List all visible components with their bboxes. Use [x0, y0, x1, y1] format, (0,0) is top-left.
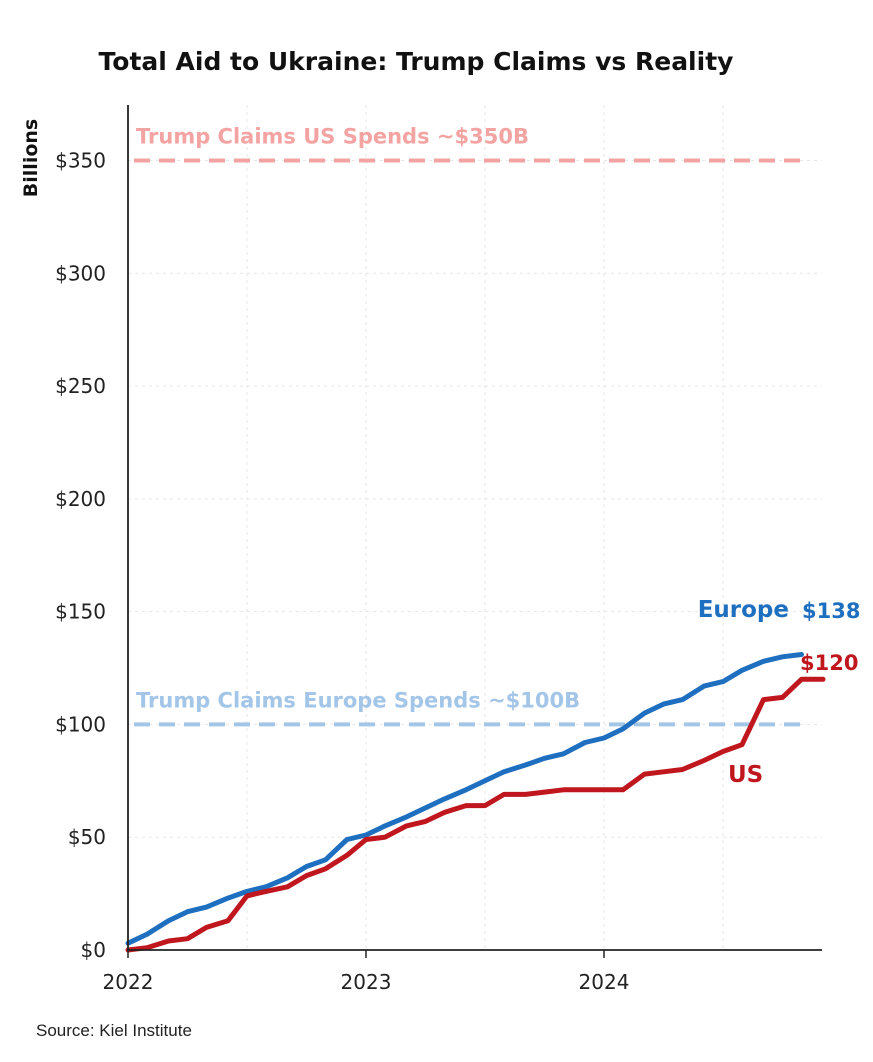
axes: $0 $50 $100 $150 $200 $250 $300 $350 2022 2023 202… [55, 105, 822, 994]
y-tick-label: $100 [55, 712, 106, 736]
series-label-us: US [728, 762, 763, 788]
x-tick-label: 2022 [103, 970, 154, 994]
y-tick-label: $50 [68, 825, 106, 849]
end-value-label-europe: $138 [802, 599, 860, 623]
chart-title: Total Aid to Ukraine: Trump Claims vs Re… [99, 47, 734, 76]
y-axis-label: Billions [20, 119, 42, 197]
series-line-us [125, 676, 826, 953]
y-tick-label: $200 [55, 487, 106, 511]
x-tick-label: 2023 [341, 970, 392, 994]
reference-line-label: Trump Claims US Spends ~$350B [136, 125, 529, 149]
labels: Trump Claims US Spends ~$350B Trump Claim… [136, 125, 860, 789]
reference-lines [134, 158, 808, 727]
y-tick-label: $350 [55, 149, 106, 173]
reference-line-label: Trump Claims Europe Spends ~$100B [136, 688, 580, 712]
y-tick-label: $0 [81, 938, 106, 962]
source-note: Source: Kiel Institute [36, 1021, 192, 1040]
y-tick-label: $300 [55, 261, 106, 285]
series-lines [125, 652, 826, 953]
end-value-label-us: $120 [800, 651, 858, 675]
series-label-europe: Europe [698, 597, 789, 623]
y-tick-label: $250 [55, 374, 106, 398]
series-line-europe [125, 652, 804, 946]
y-tick-label: $150 [55, 600, 106, 624]
grid [128, 105, 822, 950]
x-tick-label: 2024 [579, 970, 630, 994]
